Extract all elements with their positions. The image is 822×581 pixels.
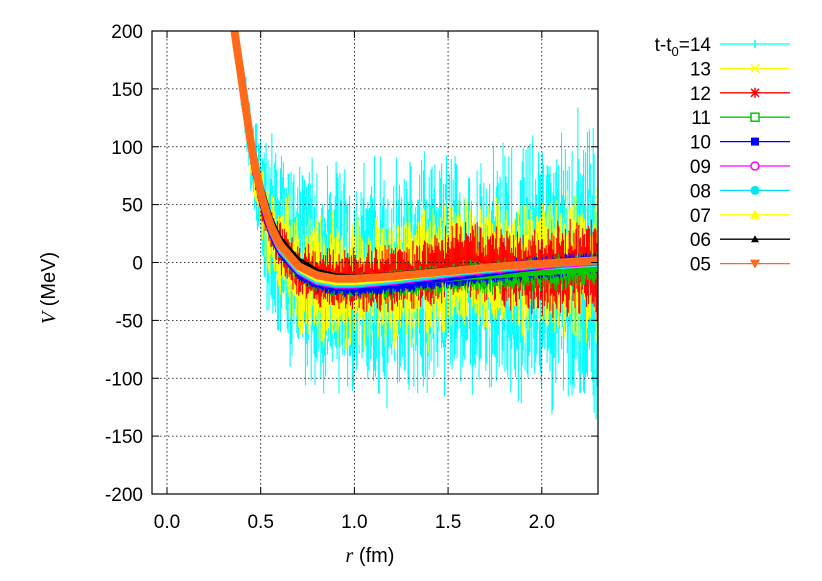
legend-label: 06 xyxy=(690,230,711,251)
grid-layer xyxy=(152,30,598,495)
legend-item-08: 08 xyxy=(690,181,790,202)
legend-marker xyxy=(751,137,759,146)
x-axis-label: r (fm) xyxy=(346,545,395,567)
legend-item-11: 11 xyxy=(691,108,790,129)
legend-marker xyxy=(751,235,759,243)
x-tick-label: 2.0 xyxy=(529,512,555,533)
y-tick-label: -200 xyxy=(105,485,143,506)
legend-label: t-t0=14 xyxy=(655,35,712,59)
legend-marker xyxy=(750,161,760,171)
y-axis-label: V (MeV) xyxy=(38,252,60,324)
legend-marker xyxy=(750,112,760,122)
legend-marker xyxy=(750,87,760,98)
x-tick-label: 0.5 xyxy=(247,512,273,533)
legend-label: 13 xyxy=(690,59,711,80)
legend-item-09: 09 xyxy=(690,157,790,178)
y-tick-label: 150 xyxy=(111,80,143,101)
legend-item-12: 12 xyxy=(690,84,790,105)
y-tick-label: 100 xyxy=(111,138,143,159)
legend-label: 07 xyxy=(690,206,711,227)
y-tick-label: 200 xyxy=(111,22,143,43)
legend-item-10: 10 xyxy=(690,133,790,154)
legend-marker xyxy=(750,259,760,269)
legend-marker xyxy=(750,209,760,219)
noise-layer xyxy=(233,31,598,420)
y-tick-label: 0 xyxy=(132,254,143,275)
y-tick-label: 50 xyxy=(122,196,143,217)
legend-label: 09 xyxy=(690,157,711,178)
y-tick-label: -150 xyxy=(105,427,143,448)
y-tick-label: -100 xyxy=(105,369,143,390)
tick-layer: 0.0 0.5 1.0 1.5 2.0 -200 -150 -100 -50 0 50 100 150 2… xyxy=(105,22,598,533)
x-tick-label: 1.5 xyxy=(435,512,461,533)
legend-marker xyxy=(750,185,760,195)
legend-item-13: 13 xyxy=(690,59,790,80)
legend-item-14: t-t0=14 xyxy=(655,35,790,59)
legend-item-05: 05 xyxy=(690,255,790,276)
x-tick-label: 0.0 xyxy=(154,512,180,533)
legend-marker xyxy=(750,63,760,73)
legend-label: 12 xyxy=(690,84,711,105)
legend-label: 10 xyxy=(690,133,711,154)
legend-item-07: 07 xyxy=(690,206,790,227)
curve-layer xyxy=(230,31,598,292)
y-tick-label: -50 xyxy=(116,311,143,332)
legend-label: 08 xyxy=(690,181,711,202)
x-tick-label: 1.0 xyxy=(341,512,367,533)
series-line-05 xyxy=(230,31,598,283)
legend-label: 11 xyxy=(691,108,711,129)
legend-label: 05 xyxy=(690,255,711,276)
legend-item-06: 06 xyxy=(690,230,790,251)
